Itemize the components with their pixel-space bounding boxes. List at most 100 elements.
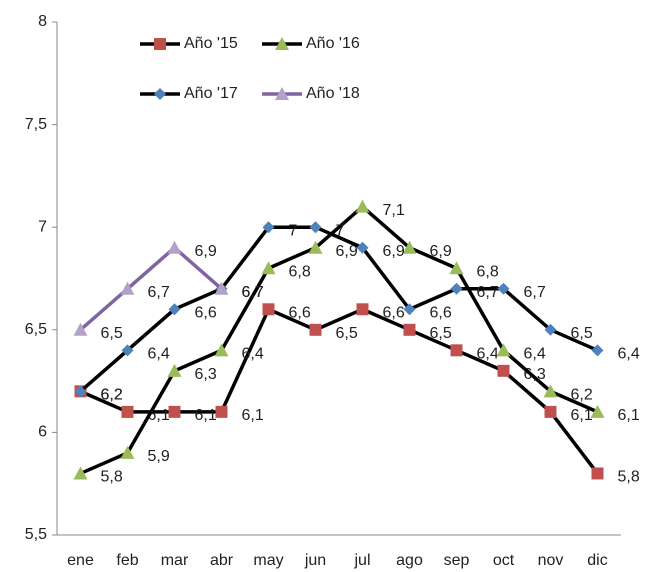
data-label: 6,7 bbox=[148, 284, 170, 301]
data-label: 6,4 bbox=[524, 346, 546, 363]
marker bbox=[121, 405, 134, 418]
data-label: 6,2 bbox=[571, 387, 593, 404]
marker bbox=[356, 303, 369, 316]
series: 5,8 5,9 6,3 6,4 6,8 6,9 7,1 6,9 6,8 6,4 6,2 6,1 bbox=[73, 199, 640, 486]
marker bbox=[403, 303, 416, 316]
data-label: 6,7 bbox=[524, 284, 546, 301]
marker bbox=[74, 385, 87, 398]
x-tick-label: may bbox=[253, 552, 283, 569]
data-label: 7 bbox=[336, 222, 345, 239]
marker bbox=[591, 467, 604, 480]
data-label: 6,4 bbox=[477, 346, 499, 363]
data-label: 6,6 bbox=[195, 304, 217, 321]
data-label: 6,5 bbox=[101, 325, 123, 342]
marker bbox=[167, 363, 182, 377]
legend-label: Año '17 bbox=[184, 85, 238, 102]
marker bbox=[355, 199, 370, 213]
data-label: 6,8 bbox=[289, 263, 311, 280]
y-tick-label: 8 bbox=[38, 13, 47, 30]
x-tick-label: nov bbox=[538, 552, 564, 569]
data-label: 6,2 bbox=[101, 387, 123, 404]
marker bbox=[73, 466, 88, 480]
x-tick-label: ago bbox=[396, 552, 423, 569]
data-label: 6,9 bbox=[336, 243, 358, 260]
x-tick-label: jun bbox=[304, 552, 326, 569]
marker bbox=[496, 343, 511, 357]
marker bbox=[590, 404, 605, 418]
marker bbox=[154, 38, 166, 50]
marker bbox=[356, 241, 369, 254]
y-tick-label: 7 bbox=[38, 218, 47, 235]
marker bbox=[309, 323, 322, 336]
marker bbox=[168, 303, 181, 316]
legend-label: Año '18 bbox=[306, 85, 360, 102]
marker bbox=[403, 323, 416, 336]
marker bbox=[543, 384, 558, 398]
legend-item: Año '16 bbox=[262, 35, 360, 52]
y-tick-label: 6,5 bbox=[25, 321, 47, 338]
marker bbox=[449, 261, 464, 275]
marker bbox=[214, 281, 229, 295]
marker bbox=[497, 364, 510, 377]
data-label: 6,6 bbox=[430, 304, 452, 321]
marker bbox=[450, 282, 463, 295]
data-label: 6,3 bbox=[195, 366, 217, 383]
y-tick-label: 7,5 bbox=[25, 116, 47, 133]
marker bbox=[308, 240, 323, 254]
marker bbox=[73, 322, 88, 336]
y-tick-label: 6 bbox=[38, 424, 47, 441]
series-line bbox=[79, 245, 223, 332]
data-label: 6,9 bbox=[430, 243, 452, 260]
data-label: 6,4 bbox=[618, 346, 640, 363]
x-tick-label: jul bbox=[353, 552, 370, 569]
data-label: 7,1 bbox=[383, 202, 405, 219]
marker bbox=[121, 344, 134, 357]
marker bbox=[275, 37, 289, 50]
legend-label: Año '16 bbox=[306, 35, 360, 52]
data-label: 6,6 bbox=[289, 304, 311, 321]
data-label: 6,1 bbox=[618, 407, 640, 424]
marker bbox=[544, 323, 557, 336]
data-label: 6,7 bbox=[242, 284, 264, 301]
data-label: 6,1 bbox=[242, 407, 264, 424]
legend-item: Año '17 bbox=[140, 85, 238, 102]
series: 6,5 6,7 6,9 6,7 bbox=[73, 240, 264, 342]
legend-item: Año '15 bbox=[140, 35, 238, 52]
data-label: 6,5 bbox=[430, 325, 452, 342]
legend-label: Año '15 bbox=[184, 35, 238, 52]
data-label: 5,8 bbox=[618, 469, 640, 486]
data-label: 6,4 bbox=[242, 346, 264, 363]
series-line bbox=[79, 225, 599, 393]
marker bbox=[544, 405, 557, 418]
data-label: 6,2 bbox=[101, 387, 123, 404]
marker bbox=[120, 445, 135, 459]
marker bbox=[275, 87, 289, 100]
x-tick-label: dic bbox=[587, 552, 607, 569]
x-tick-label: abr bbox=[210, 552, 234, 569]
data-label: 6,1 bbox=[195, 407, 217, 424]
marker bbox=[591, 344, 604, 357]
y-tick-label: 5,5 bbox=[25, 526, 47, 543]
data-label: 5,9 bbox=[148, 448, 170, 465]
data-label: 6,9 bbox=[195, 243, 217, 260]
marker bbox=[450, 344, 463, 357]
marker bbox=[262, 221, 275, 234]
marker bbox=[402, 240, 417, 254]
series: 6,2 6,4 6,6 6,7 7 7 6,9 6,6 6,7 6,7 6,5 6,4 bbox=[74, 221, 640, 404]
marker bbox=[167, 240, 182, 254]
marker bbox=[214, 343, 229, 357]
marker bbox=[120, 281, 135, 295]
data-label: 6,5 bbox=[571, 325, 593, 342]
data-label: 6,8 bbox=[477, 263, 499, 280]
x-tick-label: sep bbox=[444, 552, 470, 569]
marker bbox=[168, 405, 181, 418]
data-label: 6,6 bbox=[383, 304, 405, 321]
x-tick-label: mar bbox=[161, 552, 189, 569]
marker bbox=[262, 303, 275, 316]
marker bbox=[215, 405, 228, 418]
x-tick-label: ene bbox=[67, 552, 94, 569]
series-line bbox=[79, 204, 599, 476]
data-label: 5,8 bbox=[101, 469, 123, 486]
data-label: 6,3 bbox=[524, 366, 546, 383]
